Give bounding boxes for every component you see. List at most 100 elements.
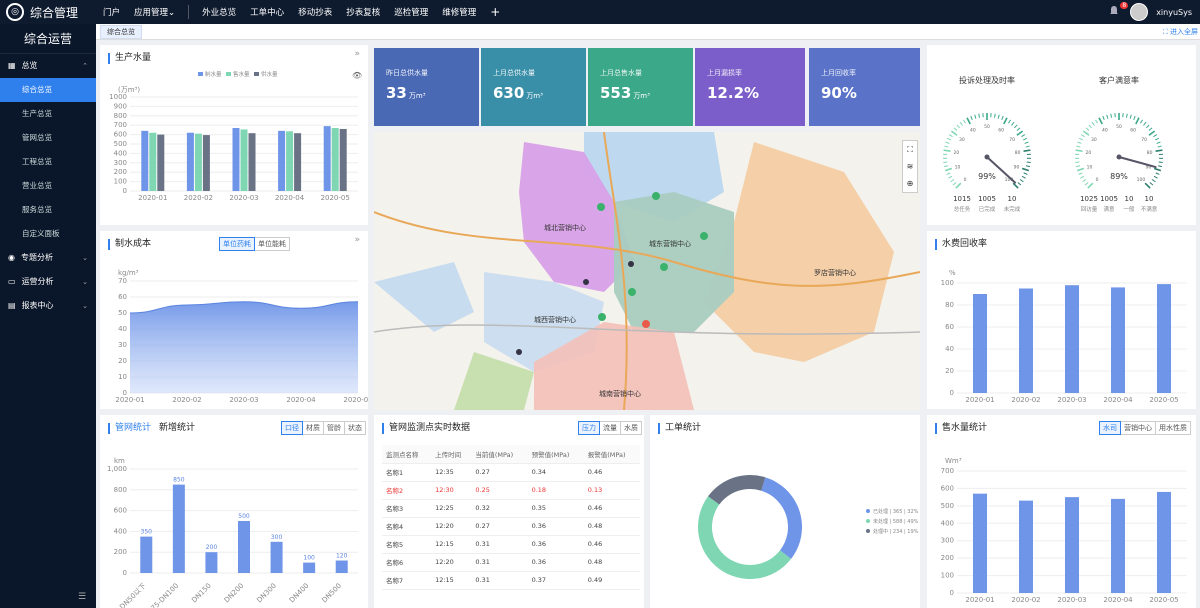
map-marker[interactable] [652,192,660,200]
eye-icon[interactable]: 👁 [352,71,362,80]
kpi-card[interactable]: 上月回收率 90% [809,48,920,126]
sidebar-item-production[interactable]: 生产总览 [22,109,52,118]
nav-maintenance[interactable]: 维修管理 [442,8,477,18]
btn-flow[interactable]: 流量 [599,421,621,435]
top-bar: ◎ 综合管理 门户 应用管理⌄ 外业总览 工单中心 移动抄表 抄表复核 巡检管理… [0,0,1200,24]
table-row[interactable]: 名称5 12:15 0.31 0.36 0.46 [382,535,640,554]
kpi-value: 630 万m³ [493,84,574,102]
add-tab-button[interactable]: + [490,5,501,19]
map-vehicle[interactable] [583,279,589,285]
table-row[interactable]: 名称1 12:35 0.27 0.34 0.46 [382,463,640,482]
fullscreen-button[interactable]: ⛶ 进入全屏 [1163,27,1198,37]
map-vehicle[interactable] [628,261,634,267]
bar [1065,285,1079,393]
bar-供水量 [248,133,256,191]
nav-mobile-reading[interactable]: 移动抄表 [298,8,333,18]
btn-company[interactable]: 水司 [1099,421,1121,435]
btn-quality[interactable]: 水质 [620,421,642,435]
collapse-menu-icon[interactable]: ☰ [78,592,87,602]
legend-swatch-supply-made [198,72,203,76]
x-tick-label: 2020-05 [343,396,368,404]
sidebar-item-service[interactable]: 服务总览 [22,205,52,214]
map-marker[interactable] [660,263,668,271]
grid-icon: ▦ [8,61,16,70]
map-marker-alert[interactable] [642,320,650,328]
kpi-card[interactable]: 上月总供水量 630 万m³ [481,48,586,126]
btn-caliber[interactable]: 口径 [281,421,303,435]
sidebar-group-overview[interactable]: ▦ 总览 ⌃ [0,54,96,78]
btn-nature[interactable]: 用水性质 [1155,421,1191,435]
nav-reading-review[interactable]: 抄表复核 [346,8,381,18]
panel-map[interactable]: 城北营销中心 城东营销中心 罗店营销中心 城西营销中心 城南营销中心 ⛶ ≋ ⊕ [374,132,920,410]
table-row[interactable]: 名称3 12:25 0.32 0.35 0.46 [382,499,640,518]
sidebar-item-pipe[interactable]: 管网总览 [22,133,52,142]
table-row[interactable]: 名称7 12:15 0.31 0.37 0.49 [382,571,640,590]
layers-icon[interactable]: ≋ [906,162,914,171]
nav-apps[interactable]: 应用管理⌄ [127,6,182,18]
btn-status[interactable]: 状态 [344,421,366,435]
gauge-tick [1133,115,1136,120]
avatar[interactable] [1130,3,1149,21]
bell-icon[interactable]: 8 [1108,2,1129,19]
kpi-number: 553 [600,84,632,102]
map-marker[interactable] [700,232,708,240]
tab-overview[interactable]: 综合总览 [100,24,142,39]
nav-inspection[interactable]: 巡检管理 [394,8,429,18]
cell: 0.36 [527,535,584,554]
sidebar-item-business[interactable]: 营业总览 [22,181,52,190]
gauge-tick [952,182,957,186]
cell: 0.27 [471,463,528,482]
sidebar-group-ops[interactable]: ▭ 运营分析 ⌄ [0,270,96,294]
nav-field-overview[interactable]: 外业总览 [202,8,237,18]
btn-chem[interactable]: 单位药耗 [219,237,255,251]
sidebar-group-topic[interactable]: ◉ 专题分析 ⌄ [0,246,96,270]
bar [1019,500,1033,593]
kpi-card[interactable]: 上月漏损率 12.2% [695,48,805,126]
gauge-tick [1155,149,1163,153]
sidebar-item-overview[interactable]: 综合总览 [0,78,96,102]
map-canvas[interactable]: 城北营销中心 城东营销中心 罗店营销中心 城西营销中心 城南营销中心 [374,132,920,410]
x-tick-label: 2020-02 [1011,596,1040,604]
sidebar-group-report[interactable]: ▤ 报表中心 ⌄ [0,294,96,318]
locate-icon[interactable]: ⊕ [906,179,914,188]
region-south[interactable] [534,322,694,410]
y-tick-label: 0 [123,569,127,577]
y-tick-label: 40 [118,325,127,333]
sidebar-item-engineering[interactable]: 工程总览 [22,157,52,166]
btn-pressure[interactable]: 压力 [578,421,600,435]
cell: 12:20 [431,553,472,572]
cell: 0.31 [471,535,528,554]
x-tick-label: DN300 [255,582,278,605]
y-tick-label: 20 [118,357,127,365]
map-marker[interactable] [598,313,606,321]
expand-arrows-icon[interactable]: » [354,235,360,245]
table-row[interactable]: 名称4 12:20 0.27 0.36 0.48 [382,517,640,536]
bar [973,294,987,393]
expand-arrows-icon[interactable]: » [354,49,360,59]
region-luodian[interactable] [704,142,894,362]
gauge-stat-value: 10 [1008,195,1017,203]
gauge-tick [1014,124,1018,129]
kpi-card[interactable]: 上月总售水量 553 万m³ [588,48,693,126]
nav-workorder[interactable]: 工单中心 [250,8,285,18]
gauge-tick [1082,179,1087,183]
pipe-toggle: 口径 材质 管龄 状态 [281,421,366,435]
table-row[interactable]: 名称6 12:20 0.31 0.36 0.48 [382,553,640,572]
map-vehicle[interactable] [516,349,522,355]
map-marker[interactable] [628,288,636,296]
cell: 0.46 [583,463,640,482]
region-north[interactable] [519,142,634,292]
cell: 名称3 [382,499,432,518]
y-tick-label: 0 [123,187,127,195]
gauge-tick [1075,161,1080,164]
nav-portal[interactable]: 门户 [103,8,121,18]
kpi-card[interactable]: 昨日总供水量 33 万m³ [374,48,479,126]
username[interactable]: xinyuSys [1156,7,1192,17]
fullscreen-map-icon[interactable]: ⛶ [907,145,913,154]
x-tick-label: 2020-03 [1057,596,1086,604]
map-marker[interactable] [597,203,605,211]
table-row-alarm[interactable]: 名称2 12:30 0.25 0.18 0.13 [382,481,640,500]
sidebar-item-custom[interactable]: 自定义面板 [22,229,60,238]
app-logo[interactable]: ◎ 综合管理 [0,3,96,21]
